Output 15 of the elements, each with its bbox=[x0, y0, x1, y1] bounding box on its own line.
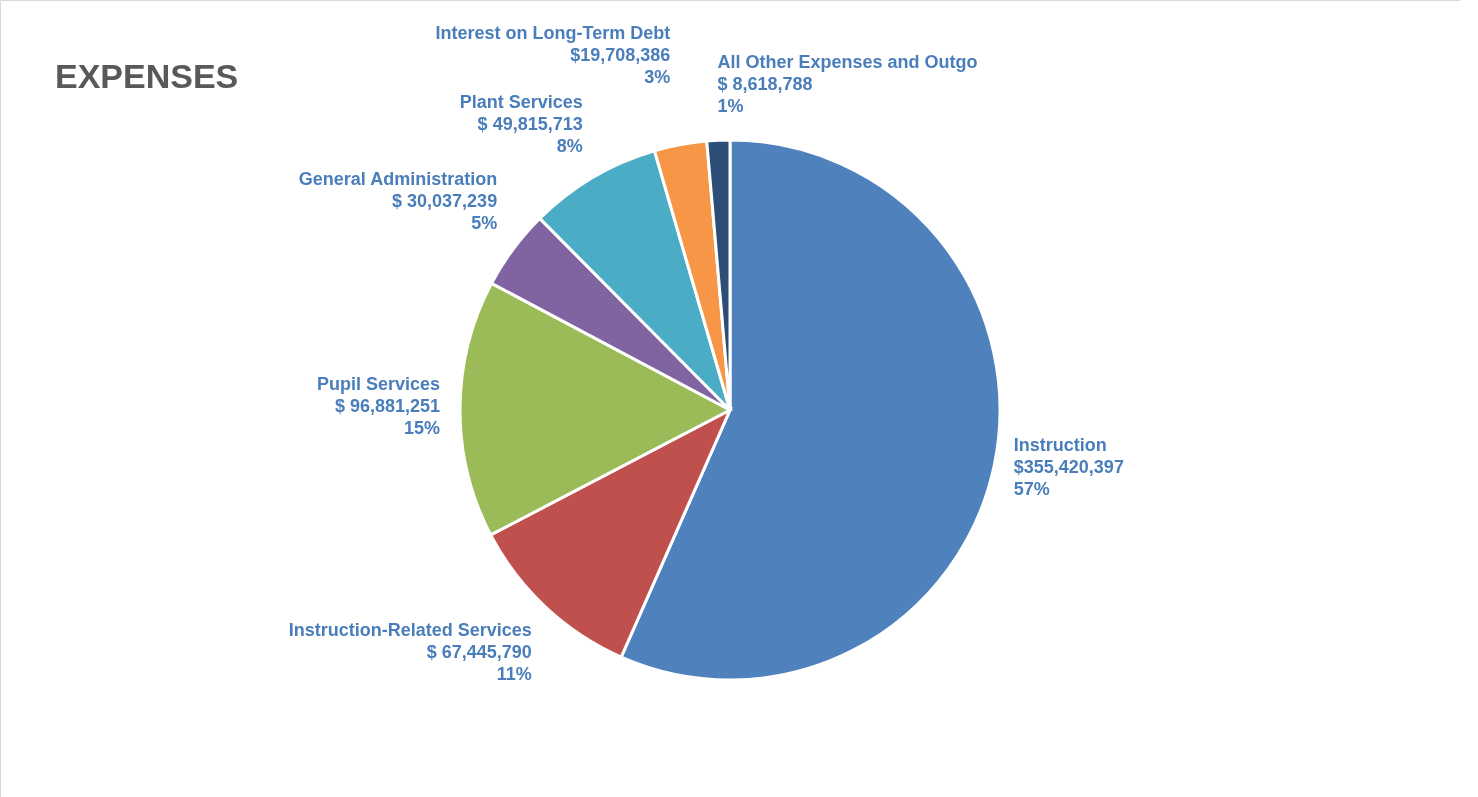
data-label: $ 49,815,713 8% bbox=[477, 114, 583, 157]
slice-label: General Administration bbox=[298, 169, 498, 190]
data-label: $ 96,881,251 15% bbox=[334, 395, 440, 438]
slice-label: Interest on Long-Term Debt bbox=[435, 22, 671, 43]
data-label: $ 8,618,788 1% bbox=[717, 74, 813, 117]
text: EXPENSES bbox=[55, 57, 239, 95]
data-label: $ 67,445,790 11% bbox=[426, 641, 532, 684]
slice-label: Instruction bbox=[1013, 434, 1107, 455]
data-label: $ 30,037,239 5% bbox=[392, 191, 498, 234]
data-label: $355,420,397 57% bbox=[1013, 456, 1124, 499]
slice-label: Instruction-Related Services bbox=[288, 619, 532, 640]
data-label: $19,708,386 3% bbox=[570, 44, 671, 87]
slice-label: Pupil Services bbox=[316, 373, 440, 394]
slice-label: Plant Services bbox=[459, 92, 583, 113]
slice-label: All Other Expenses and Outgo bbox=[717, 52, 978, 73]
